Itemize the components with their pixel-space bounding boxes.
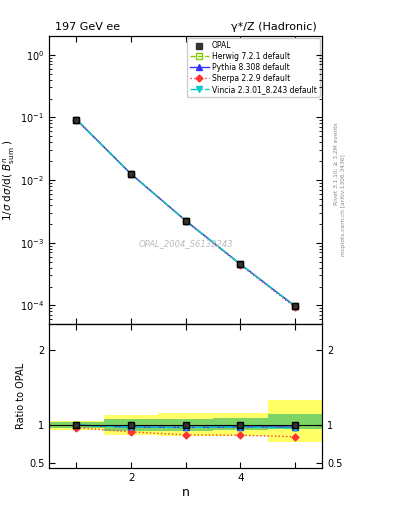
Y-axis label: 1/$\sigma$ d$\sigma$/d( $B^n_{\rm sum}$ ): 1/$\sigma$ d$\sigma$/d( $B^n_{\rm sum}$ … [2, 139, 17, 221]
X-axis label: n: n [182, 486, 190, 499]
Text: Rivet 3.1.10; ≥ 3.2M events: Rivet 3.1.10; ≥ 3.2M events [334, 122, 338, 205]
Text: γ*/Z (Hadronic): γ*/Z (Hadronic) [231, 22, 317, 32]
Text: OPAL_2004_S6132243: OPAL_2004_S6132243 [138, 239, 233, 248]
Text: 197 GeV ee: 197 GeV ee [55, 22, 120, 32]
Y-axis label: Ratio to OPAL: Ratio to OPAL [16, 363, 26, 430]
Legend: OPAL, Herwig 7.2.1 default, Pythia 8.308 default, Sherpa 2.2.9 default, Vincia 2: OPAL, Herwig 7.2.1 default, Pythia 8.308… [187, 38, 320, 97]
Text: mcplots.cern.ch [arXiv:1306.3436]: mcplots.cern.ch [arXiv:1306.3436] [342, 154, 346, 255]
